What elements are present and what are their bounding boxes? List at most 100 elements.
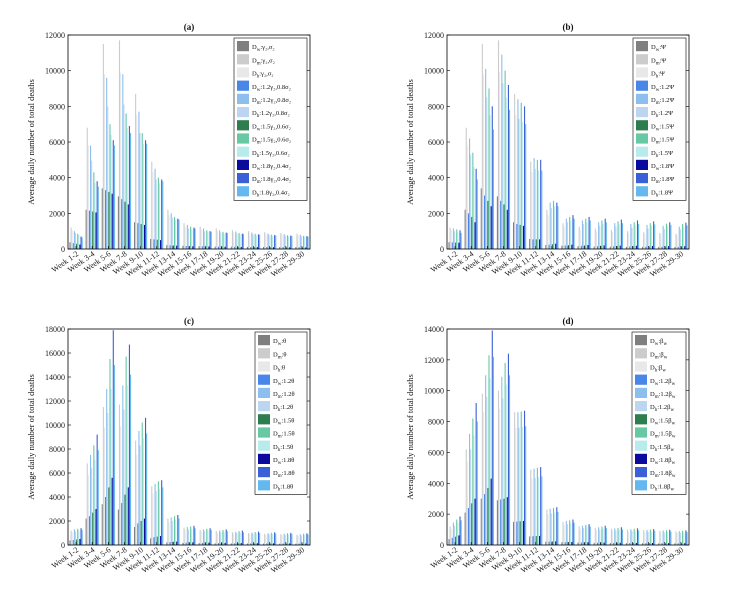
bar-c-s0-c2: [101, 504, 103, 545]
legend-label: Dm:1.8γ₂,0.4σ₂: [252, 176, 291, 185]
bar-a-s3-c14: [298, 247, 300, 249]
legend-label: Dw:1.5θ: [273, 417, 294, 426]
bar-d-s10-c4: [524, 410, 526, 545]
bar-b-s5-c5: [534, 168, 536, 249]
bar-d-s6-c8: [584, 542, 586, 545]
bar-d-s5-c1: [470, 449, 472, 545]
bar-a-s10-c4: [145, 140, 147, 249]
bar-b-s6-c10: [616, 245, 618, 249]
bar-c-s11-c13: [291, 534, 293, 545]
bar-d-s3-c2: [484, 494, 486, 545]
bar-a-s4-c8: [202, 228, 205, 249]
y-tick-label: 12000: [424, 356, 444, 365]
bar-c-s7-c12: [270, 532, 272, 545]
bar-c-s9-c12: [272, 543, 275, 545]
bar-d-s7-c11: [633, 528, 635, 545]
bar-b-s9-c4: [522, 225, 525, 249]
bar-c-s8-c7: [191, 528, 193, 545]
bar-a-s1-c7: [183, 223, 185, 249]
bar-b-s3-c13: [661, 246, 663, 249]
bar-a-s2-c1: [87, 145, 89, 249]
bar-a-s1-c8: [199, 226, 201, 249]
bar-a-s6-c5: [156, 239, 158, 249]
legend-swatch: [258, 480, 270, 491]
bar-d-s7-c1: [472, 418, 474, 545]
bar-d-s4-c5: [533, 468, 535, 545]
bar-c-s7-c8: [206, 528, 208, 545]
bar-c-s3-c6: [169, 542, 171, 545]
bar-c-s2-c4: [136, 455, 138, 545]
legend: Dw:Ψ Dm:Ψ Dh:Ψ Dw:1.2Ψ Dm:1.2Ψ Dh:1.2Ψ Dw:1.5Ψ…: [632, 37, 687, 201]
bar-a-s9-c8: [208, 246, 210, 249]
bar-c-s11-c2: [113, 365, 115, 545]
bar-a-s10-c10: [241, 233, 243, 249]
bar-a-s8-c14: [304, 236, 306, 249]
legend-swatch: [258, 374, 270, 385]
bar-d-s6-c9: [600, 542, 602, 545]
y-tick-label: 6000: [428, 138, 444, 147]
y-tick-label: 6000: [428, 448, 444, 457]
bar-b-s9-c0: [458, 242, 460, 249]
bar-d-s1-c3: [497, 390, 500, 545]
bar-c-s2-c13: [281, 535, 283, 545]
bar-b-s3-c3: [500, 200, 502, 249]
legend-label: Dh:1.2θ: [273, 404, 293, 413]
bar-b-s7-c2: [488, 88, 490, 249]
y-tick-label: 4000: [49, 174, 65, 183]
bar-a-s9-c10: [240, 246, 242, 249]
bar-d-s9-c4: [522, 520, 525, 545]
legend-label: Dw:1.8θ: [273, 457, 294, 466]
bar-a-s0-c1: [85, 209, 87, 249]
bar-d-s9-c9: [603, 542, 605, 545]
bar-c-s7-c4: [141, 422, 143, 545]
bar-b-s11-c7: [573, 218, 575, 249]
bar-a-s4-c1: [90, 145, 92, 249]
bar-d-s7-c2: [488, 355, 490, 545]
legend-swatch: [635, 387, 647, 398]
y-tick-label: 8000: [428, 102, 444, 111]
axes-frame: [446, 328, 690, 546]
bar-a-s8-c5: [158, 183, 161, 249]
bar-d-s5-c11: [631, 531, 633, 545]
bar-c-s2-c9: [216, 533, 218, 545]
bar-a-s3-c1: [88, 210, 90, 249]
bar-d-s10-c5: [540, 467, 542, 545]
bar-a-s3-c0: [72, 243, 74, 249]
bar-d-s8-c6: [554, 512, 556, 545]
bar-a-s3-c2: [105, 190, 107, 249]
bar-c-s11-c12: [275, 533, 277, 545]
bar-b-s1-c9: [594, 228, 596, 249]
bar-b-s11-c2: [492, 129, 494, 249]
bar-c-s10-c9: [225, 529, 227, 545]
bar-d-s5-c3: [502, 398, 504, 545]
bar-c-s8-c3: [126, 385, 128, 545]
bar-a-s1-c3: [118, 40, 121, 249]
bar-d-s1-c1: [465, 449, 467, 545]
bar-a-s3-c4: [137, 223, 139, 249]
bar-a-s0-c4: [133, 222, 136, 249]
bar-c-s10-c13: [290, 532, 292, 545]
bar-a-s0-c6: [166, 245, 168, 249]
legend-label: Dm:1.2θ: [273, 391, 295, 400]
legend-swatch: [237, 54, 249, 65]
bar-d-s3-c0: [451, 537, 453, 545]
bar-d-s6-c14: [680, 543, 683, 545]
y-tick-label: 4000: [49, 493, 65, 502]
bar-a-s9-c1: [95, 212, 97, 249]
legend: Dw:γ₂,σ₂ Dm:γ₂,σ₂ Dh:γ₂,σ₂ Dw:1.2γ₂,0.8σ₂ Dm…: [233, 37, 308, 201]
legend-label: Dw:θ: [273, 338, 286, 347]
bar-d-s8-c0: [457, 522, 459, 545]
bar-c-s11-c4: [146, 433, 148, 545]
chart-title: (d): [563, 316, 574, 326]
bar-c-s5-c10: [236, 533, 238, 545]
bar-c-s5-c11: [252, 533, 254, 545]
bar-a-s2-c2: [103, 74, 106, 249]
bar-a-s11-c4: [146, 143, 148, 249]
bar-c-s6-c11: [253, 543, 255, 545]
bar-b-s5-c14: [679, 229, 681, 249]
bar-c-s9-c6: [176, 541, 178, 545]
bar-a-s10-c13: [290, 235, 292, 250]
bar-b-s0-c13: [658, 247, 660, 249]
bar-d-s0-c7: [561, 542, 563, 545]
bar-a-s11-c9: [226, 232, 228, 249]
